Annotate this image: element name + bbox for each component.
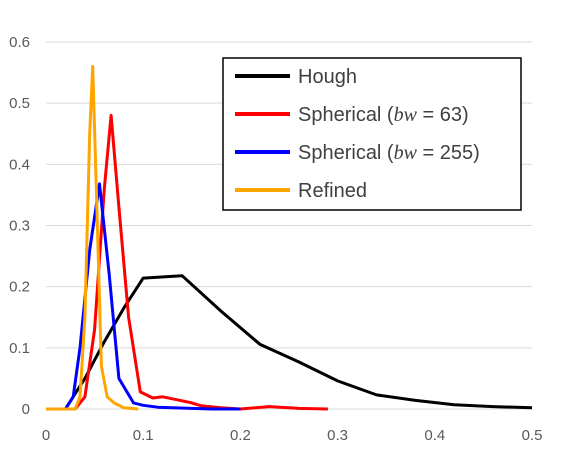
- legend-entry-suffix: = 255): [417, 142, 480, 164]
- y-tick-label: 0.4: [9, 156, 30, 173]
- series-line-3: [46, 65, 139, 411]
- legend-entry-2: Spherical (bw = 255): [298, 142, 480, 164]
- y-tick-label: 0.5: [9, 95, 30, 112]
- legend-entry-0: Hough: [298, 66, 357, 88]
- legend-entry-math: bw: [394, 142, 418, 164]
- x-tick-label: 0.5: [522, 427, 543, 444]
- x-tick-label: 0.4: [424, 427, 445, 444]
- x-tick-label: 0.2: [230, 427, 251, 444]
- x-tick-label: 0.3: [327, 427, 348, 444]
- legend-entry-math: bw: [394, 104, 418, 126]
- x-tick-label: 0: [42, 427, 50, 444]
- legend-entry-text: Hough: [298, 66, 357, 88]
- y-tick-label: 0.1: [9, 340, 30, 357]
- y-tick-label: 0.3: [9, 218, 30, 235]
- legend-entry-suffix: = 63): [417, 104, 469, 126]
- series-lines: [46, 65, 533, 411]
- series-line-2: [46, 182, 241, 411]
- x-tick-labels: 0 0.1 0.2 0.3 0.4 0.5: [42, 427, 543, 444]
- x-tick-label: 0.1: [133, 427, 154, 444]
- series-line-0: [46, 274, 533, 411]
- legend-box: [222, 57, 522, 211]
- legend-entry-text: Refined: [298, 180, 367, 202]
- legend-entry-3: Refined: [298, 180, 367, 202]
- y-tick-label: 0: [22, 401, 30, 418]
- y-tick-label: 0.2: [9, 279, 30, 296]
- y-tick-label: 0.6: [9, 34, 30, 51]
- y-tick-labels: 0 0.1 0.2 0.3 0.4 0.5 0.6: [9, 34, 30, 418]
- legend-entry-text: Spherical (: [298, 142, 394, 164]
- legend-entry-text: Spherical (: [298, 104, 394, 126]
- legend-entry-1: Spherical (bw = 63): [298, 104, 469, 126]
